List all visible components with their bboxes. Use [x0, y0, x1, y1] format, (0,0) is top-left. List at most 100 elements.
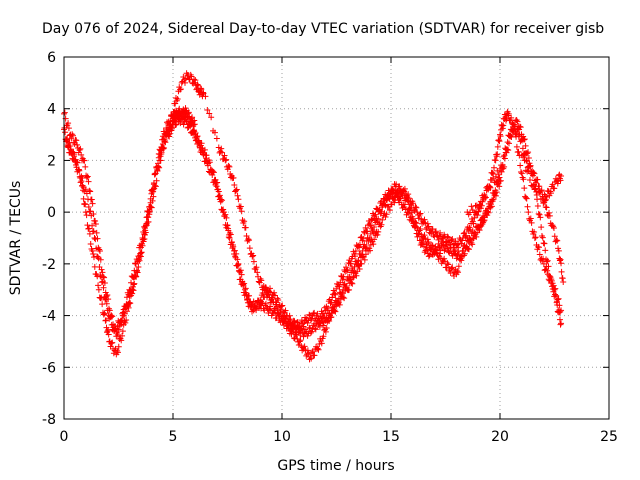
data-point [131, 280, 138, 287]
data-point [520, 136, 527, 143]
data-point [296, 338, 303, 345]
data-point [378, 221, 385, 228]
data-point [113, 328, 120, 335]
data-point [129, 290, 136, 297]
data-point [253, 264, 260, 271]
data-point [325, 305, 332, 312]
data-point [556, 309, 563, 316]
data-point [513, 143, 520, 150]
data-point [102, 317, 109, 324]
data-point [152, 182, 159, 189]
data-point [305, 350, 312, 357]
data-point [525, 154, 532, 161]
data-point [405, 191, 412, 198]
data-point [372, 211, 379, 218]
data-point [331, 290, 338, 297]
data-point [220, 206, 227, 213]
data-point [505, 140, 512, 147]
data-point [486, 203, 493, 210]
data-point [82, 163, 89, 170]
data-point [421, 216, 428, 223]
data-point [154, 167, 161, 174]
data-point [307, 329, 314, 336]
data-point [479, 221, 486, 228]
data-point [429, 251, 436, 258]
data-point [412, 204, 419, 211]
data-point [525, 209, 532, 216]
data-point [308, 355, 315, 362]
data-point [531, 181, 538, 188]
data-point [518, 170, 525, 177]
data-point [198, 140, 205, 147]
data-point [459, 252, 466, 259]
data-point [392, 189, 399, 196]
data-point [556, 257, 563, 264]
data-point [166, 133, 173, 140]
data-point [517, 124, 524, 131]
data-point [84, 196, 91, 203]
data-point [109, 339, 116, 346]
data-point [528, 219, 535, 226]
data-point [314, 345, 321, 352]
data-point [336, 283, 343, 290]
data-point [525, 167, 532, 174]
data-point [382, 214, 389, 221]
data-point [312, 326, 319, 333]
data-point [356, 241, 363, 248]
data-point [391, 194, 398, 201]
data-point [495, 136, 502, 143]
data-point [405, 198, 412, 205]
data-point [306, 324, 313, 331]
data-point [156, 164, 163, 171]
data-point [82, 186, 89, 193]
data-point [512, 129, 519, 136]
data-point [554, 237, 561, 244]
data-point [522, 194, 529, 201]
data-point [87, 240, 94, 247]
data-point [556, 316, 563, 323]
data-point [424, 220, 431, 227]
data-point [232, 187, 239, 194]
data-point [471, 230, 478, 237]
data-point [241, 218, 248, 225]
data-point [322, 328, 329, 335]
data-point [311, 352, 318, 359]
data-point [211, 129, 218, 136]
data-point [346, 286, 353, 293]
data-point [397, 195, 404, 202]
data-point [143, 222, 150, 229]
data-point [74, 159, 81, 166]
data-point [118, 317, 125, 324]
data-point [555, 245, 562, 252]
data-point [536, 211, 543, 218]
data-point [320, 322, 327, 329]
data-point [105, 331, 112, 338]
data-point [463, 244, 470, 251]
data-point [533, 191, 540, 198]
data-point [504, 139, 511, 146]
data-point [226, 163, 233, 170]
data-point [543, 258, 550, 265]
data-point [223, 156, 230, 163]
data-point [115, 343, 122, 350]
data-point [536, 188, 543, 195]
data-point [278, 303, 285, 310]
data-point [332, 291, 339, 298]
data-point [282, 307, 289, 314]
data-point [81, 200, 88, 207]
data-point [349, 280, 356, 287]
data-point [119, 332, 126, 339]
data-point [335, 300, 342, 307]
data-point [558, 172, 565, 179]
data-point [87, 188, 94, 195]
data-point [320, 333, 327, 340]
data-point [192, 77, 199, 84]
data-point [226, 229, 233, 236]
data-point [181, 79, 188, 86]
data-point [166, 130, 173, 137]
data-point [157, 157, 164, 164]
data-point [92, 218, 99, 225]
y-tick-label: -8 [42, 412, 56, 428]
data-point [95, 286, 102, 293]
data-point [462, 245, 469, 252]
